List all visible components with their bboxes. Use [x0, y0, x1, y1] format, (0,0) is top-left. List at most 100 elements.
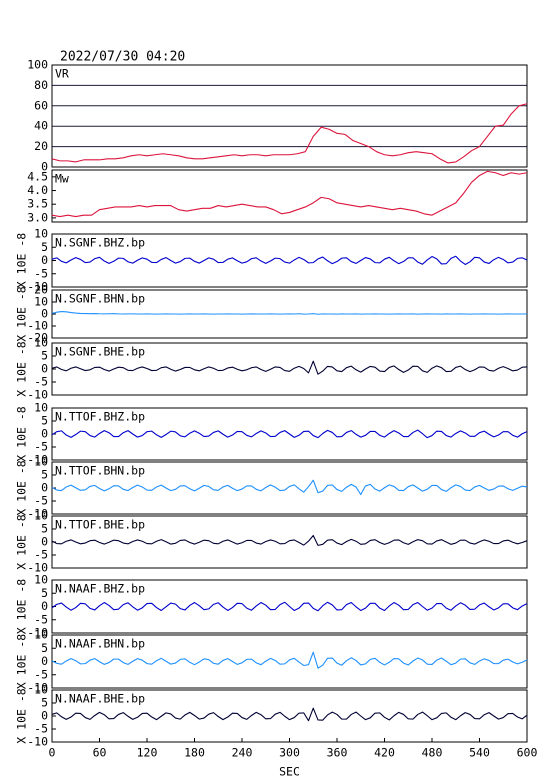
- x-tick-label: 0: [49, 746, 56, 760]
- y-tick-label: 0: [41, 535, 48, 549]
- x-tick-label: 60: [93, 746, 107, 760]
- trace: [51, 255, 528, 266]
- y-tick-label: 0: [41, 253, 48, 267]
- y-tick-label: 20: [34, 283, 48, 297]
- y-tick-label: 10: [34, 336, 48, 350]
- panel-frame: [51, 407, 528, 461]
- y-tick-label: 0: [41, 481, 48, 495]
- y-axis-label: X 10E -8: [15, 406, 29, 461]
- panel-frame: [51, 515, 528, 569]
- y-tick-label: 10: [34, 227, 48, 241]
- y-tick-label: 5: [41, 414, 48, 428]
- y-tick-label: 10: [34, 573, 48, 587]
- x-tick-label: 420: [374, 746, 395, 760]
- y-tick-label: 5: [41, 240, 48, 254]
- y-axis-label: X 10E -8: [15, 688, 29, 743]
- y-tick-label: 60: [34, 98, 48, 112]
- y-tick-label: 10: [34, 628, 48, 642]
- y-tick-label: 0: [41, 654, 48, 668]
- panel-label: N.TTOF.BHZ.bp: [55, 410, 145, 424]
- y-tick-label: 40: [34, 119, 48, 133]
- trace: [51, 707, 528, 722]
- panel-label: VR: [55, 67, 69, 81]
- panel-label: N.NAAF.BHE.bp: [55, 692, 145, 706]
- y-tick-label: -20: [27, 331, 48, 345]
- y-tick-label: 4.0: [27, 183, 48, 197]
- y-axis-label: X 10E -8: [15, 341, 29, 396]
- y-axis-label: X 10E -8: [15, 460, 29, 515]
- y-tick-label: 3.5: [27, 197, 48, 211]
- panel-frame: [51, 64, 528, 168]
- trace: [51, 651, 528, 669]
- y-tick-label: -10: [27, 280, 48, 294]
- x-tick-label: 540: [469, 746, 490, 760]
- y-tick-label: -5: [34, 494, 48, 508]
- x-tick-label: 360: [327, 746, 348, 760]
- y-tick-label: -10: [27, 319, 48, 333]
- y-tick-label: 0: [41, 307, 48, 321]
- y-tick-label: 4.5: [27, 169, 48, 183]
- y-tick-label: -5: [34, 612, 48, 626]
- y-tick-label: -5: [34, 440, 48, 454]
- panel-frame: [51, 579, 528, 634]
- x-tick-label: 480: [422, 746, 443, 760]
- y-tick-label: 80: [34, 78, 48, 92]
- panel-frame: [51, 342, 528, 396]
- y-tick-label: 10: [34, 295, 48, 309]
- panel-label: N.NAAF.BHZ.bp: [55, 582, 145, 596]
- y-tick-label: 20: [34, 139, 48, 153]
- trace: [51, 311, 528, 315]
- y-tick-label: 10: [34, 509, 48, 523]
- y-tick-label: 10: [34, 455, 48, 469]
- trace: [51, 429, 528, 439]
- chart-title: 2022/07/30 04:20: [60, 50, 185, 65]
- y-tick-label: 0: [41, 160, 48, 174]
- x-axis-label: SEC: [279, 765, 300, 779]
- panel-frame: [51, 169, 528, 223]
- panel-label: N.SGNF.BHZ.bp: [55, 236, 145, 250]
- y-tick-label: -5: [34, 266, 48, 280]
- y-tick-label: 0: [41, 362, 48, 376]
- x-tick-label: 300: [279, 746, 300, 760]
- y-tick-label: -10: [27, 507, 48, 521]
- y-tick-label: 5: [41, 468, 48, 482]
- y-axis-label: X 10E -8: [15, 286, 29, 341]
- x-tick-label: 120: [137, 746, 158, 760]
- y-axis-label: X 10E -8: [15, 634, 29, 689]
- trace: [51, 360, 528, 375]
- trace: [51, 601, 528, 612]
- panel-label: N.TTOF.BHN.bp: [55, 464, 145, 478]
- y-tick-label: 100: [27, 58, 48, 72]
- y-tick-label: 0: [41, 599, 48, 613]
- trace: [51, 103, 528, 164]
- y-axis-label: X 10E -8: [15, 579, 29, 634]
- y-tick-label: -10: [27, 681, 48, 695]
- y-tick-label: -10: [27, 626, 48, 640]
- y-tick-label: 3.0: [27, 210, 48, 224]
- panel-frame: [51, 634, 528, 689]
- y-tick-label: -10: [27, 561, 48, 575]
- panel-label: N.SGNF.BHN.bp: [55, 292, 145, 306]
- y-tick-label: 5: [41, 641, 48, 655]
- y-tick-label: 10: [34, 683, 48, 697]
- panel-label: N.SGNF.BHE.bp: [55, 345, 145, 359]
- x-tick-label: 600: [517, 746, 538, 760]
- trace: [51, 534, 528, 546]
- y-tick-label: -5: [34, 722, 48, 736]
- y-tick-label: 5: [41, 522, 48, 536]
- y-axis-label: X 10E -8: [15, 233, 29, 288]
- y-axis-label: X 10E -8: [15, 514, 29, 569]
- y-tick-label: 5: [41, 586, 48, 600]
- trace: [51, 479, 528, 496]
- y-tick-label: 5: [41, 696, 48, 710]
- x-tick-label: 240: [232, 746, 253, 760]
- x-tick-label: 180: [184, 746, 205, 760]
- y-tick-label: -5: [34, 375, 48, 389]
- y-tick-label: 5: [41, 349, 48, 363]
- y-tick-label: 0: [41, 427, 48, 441]
- y-tick-label: -10: [27, 453, 48, 467]
- panel-label: N.TTOF.BHE.bp: [55, 518, 145, 532]
- panel-frame: [51, 233, 528, 288]
- panel-label: Mw: [55, 172, 69, 186]
